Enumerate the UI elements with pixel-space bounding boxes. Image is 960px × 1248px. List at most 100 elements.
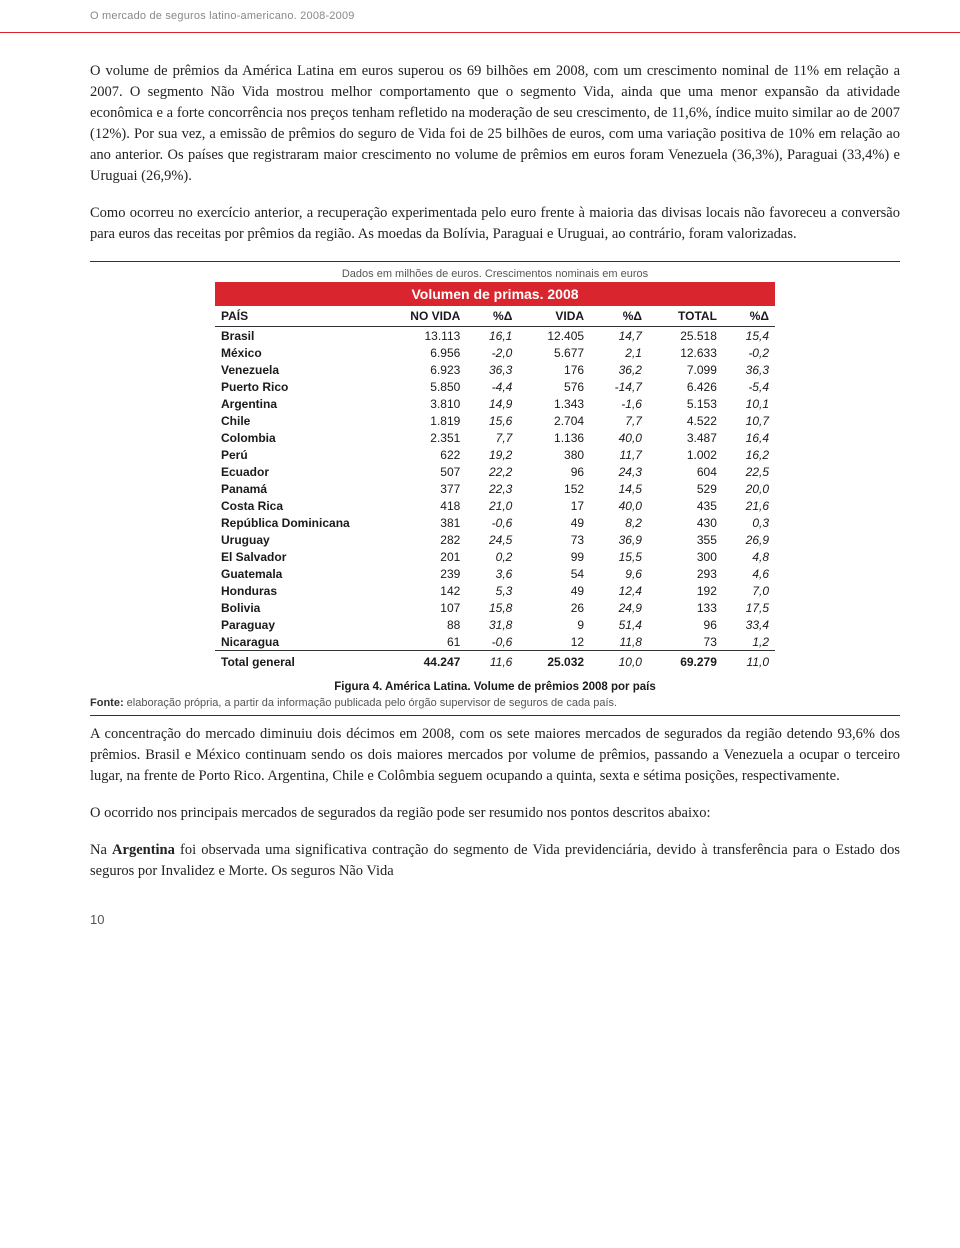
cell-delta3: 11,0: [723, 651, 775, 674]
table-row: Uruguay28224,57336,935526,9: [215, 531, 775, 548]
cell-delta1: 15,6: [466, 412, 518, 429]
cell-novida: 507: [375, 463, 466, 480]
cell-delta3: 36,3: [723, 361, 775, 378]
cell-country: Ecuador: [215, 463, 375, 480]
cell-delta2: 9,6: [590, 565, 648, 582]
cell-total: 5.153: [648, 395, 723, 412]
cell-vida: 9: [518, 616, 590, 633]
cell-delta1: 5,3: [466, 582, 518, 599]
cell-delta2: 36,2: [590, 361, 648, 378]
paragraph-4: O ocorrido nos principais mercados de se…: [90, 803, 900, 824]
table-title: Volumen de primas. 2008: [215, 282, 775, 306]
cell-novida: 3.810: [375, 395, 466, 412]
cell-country: Uruguay: [215, 531, 375, 548]
cell-total: 96: [648, 616, 723, 633]
cell-vida: 152: [518, 480, 590, 497]
cell-country: Argentina: [215, 395, 375, 412]
table-row: Nicaragua61-0,61211,8731,2: [215, 633, 775, 651]
cell-delta1: 0,2: [466, 548, 518, 565]
cell-country: Venezuela: [215, 361, 375, 378]
col-delta3: %Δ: [723, 306, 775, 327]
table-row: Paraguay8831,8951,49633,4: [215, 616, 775, 633]
cell-delta2: 40,0: [590, 497, 648, 514]
p5-rest: foi observada uma significativa contraçã…: [90, 842, 900, 879]
cell-delta1: -2,0: [466, 344, 518, 361]
cell-total: 1.002: [648, 446, 723, 463]
col-total: TOTAL: [648, 306, 723, 327]
cell-delta3: 21,6: [723, 497, 775, 514]
cell-vida: 12: [518, 633, 590, 651]
cell-vida: 49: [518, 514, 590, 531]
cell-delta1: -0,6: [466, 633, 518, 651]
cell-vida: 25.032: [518, 651, 590, 674]
cell-delta1: -0,6: [466, 514, 518, 531]
cell-country: Panamá: [215, 480, 375, 497]
col-delta2: %Δ: [590, 306, 648, 327]
cell-novida: 622: [375, 446, 466, 463]
cell-delta2: 8,2: [590, 514, 648, 531]
source-label: Fonte:: [90, 697, 124, 709]
cell-delta3: 4,8: [723, 548, 775, 565]
p5-bold: Argentina: [112, 842, 175, 858]
table-row: Brasil13.11316,112.40514,725.51815,4: [215, 327, 775, 345]
cell-delta1: 11,6: [466, 651, 518, 674]
cell-novida: 201: [375, 548, 466, 565]
cell-country: México: [215, 344, 375, 361]
cell-delta1: 36,3: [466, 361, 518, 378]
cell-delta1: 31,8: [466, 616, 518, 633]
cell-country: Puerto Rico: [215, 378, 375, 395]
cell-vida: 1.136: [518, 429, 590, 446]
cell-delta3: 15,4: [723, 327, 775, 345]
cell-delta3: 10,7: [723, 412, 775, 429]
cell-novida: 107: [375, 599, 466, 616]
figure-source: Fonte: elaboração própria, a partir da i…: [90, 697, 900, 709]
cell-delta1: 15,8: [466, 599, 518, 616]
table-row: Honduras1425,34912,41927,0: [215, 582, 775, 599]
paragraph-5: Na Argentina foi observada uma significa…: [90, 840, 900, 882]
table-row: Bolivia10715,82624,913317,5: [215, 599, 775, 616]
cell-delta1: 21,0: [466, 497, 518, 514]
cell-total: 6.426: [648, 378, 723, 395]
table-row: Argentina3.81014,91.343-1,65.15310,1: [215, 395, 775, 412]
paragraph-3: A concentração do mercado diminuiu dois …: [90, 724, 900, 787]
cell-country: Paraguay: [215, 616, 375, 633]
cell-vida: 1.343: [518, 395, 590, 412]
cell-country: Guatemala: [215, 565, 375, 582]
col-vida: VIDA: [518, 306, 590, 327]
cell-vida: 96: [518, 463, 590, 480]
cell-delta3: 16,2: [723, 446, 775, 463]
cell-delta1: 14,9: [466, 395, 518, 412]
table-row: Panamá37722,315214,552920,0: [215, 480, 775, 497]
cell-country: Perú: [215, 446, 375, 463]
cell-delta2: 24,3: [590, 463, 648, 480]
cell-vida: 576: [518, 378, 590, 395]
cell-total: 435: [648, 497, 723, 514]
table-top-rule: [90, 261, 900, 262]
cell-novida: 6.923: [375, 361, 466, 378]
table-row: República Dominicana381-0,6498,24300,3: [215, 514, 775, 531]
cell-delta1: 22,3: [466, 480, 518, 497]
cell-delta2: 51,4: [590, 616, 648, 633]
cell-vida: 176: [518, 361, 590, 378]
cell-total: 293: [648, 565, 723, 582]
cell-vida: 54: [518, 565, 590, 582]
cell-delta3: 22,5: [723, 463, 775, 480]
cell-total: 355: [648, 531, 723, 548]
cell-delta2: 11,8: [590, 633, 648, 651]
cell-novida: 5.850: [375, 378, 466, 395]
table-row: Colombia2.3517,71.13640,03.48716,4: [215, 429, 775, 446]
p5-pre: Na: [90, 842, 112, 858]
cell-total: 4.522: [648, 412, 723, 429]
cell-delta2: 15,5: [590, 548, 648, 565]
paragraph-2: Como ocorreu no exercício anterior, a re…: [90, 203, 900, 245]
cell-novida: 381: [375, 514, 466, 531]
table-row: Venezuela6.92336,317636,27.09936,3: [215, 361, 775, 378]
cell-delta1: 24,5: [466, 531, 518, 548]
table-row: Perú62219,238011,71.00216,2: [215, 446, 775, 463]
cell-delta3: 10,1: [723, 395, 775, 412]
table-row: Puerto Rico5.850-4,4576-14,76.426-5,4: [215, 378, 775, 395]
cell-total: 133: [648, 599, 723, 616]
cell-novida: 282: [375, 531, 466, 548]
cell-delta1: -4,4: [466, 378, 518, 395]
cell-delta2: 14,7: [590, 327, 648, 345]
